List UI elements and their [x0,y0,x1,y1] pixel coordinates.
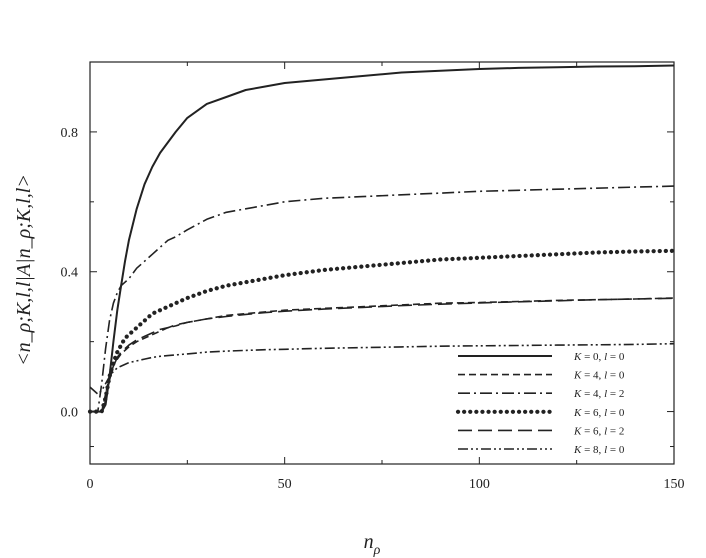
legend-label-part: = 8, [581,444,604,456]
legend-label-part: l [604,407,607,419]
legend-label-part: K [573,370,582,382]
legend-label-part: K [573,351,582,363]
x-tick-label: 150 [664,477,685,492]
legend-label-part: = 0 [607,407,625,419]
legend-label-part: = 2 [607,425,624,437]
legend-label-part: = 4, [581,388,604,400]
legend-label-part: = 4, [581,370,604,382]
x-tick-label: 50 [278,477,292,492]
legend-label-part: l [604,370,607,382]
x-tick-label: 0 [87,477,94,492]
legend-label-part: K [573,407,582,419]
legend-label-part: l [604,351,607,363]
legend-label-1: K = 0, l = 0 [573,351,625,363]
legend-label-6: K = 8, l = 0 [573,444,625,456]
legend-label-part: K [573,388,582,400]
series-line-5 [90,297,675,413]
axis-labels: nρ <n_ρ;K,l,l|A|n_ρ;K,l,l> [13,174,381,558]
legend-label-part: K [573,425,582,437]
legend-label-4: K = 6, l = 0 [573,407,625,419]
legend-label-part: l [604,444,607,456]
legend-label-part: = 6, [581,407,604,419]
series-lines [87,64,677,414]
legend-label-part: l [604,425,607,437]
legend-label-part: l [604,388,607,400]
series-line-4 [87,248,677,414]
legend-label-part: K [573,444,582,456]
plot-border [89,61,675,465]
x-axis-title-sub: ρ [373,543,381,558]
y-tick-label: 0.4 [61,266,79,281]
series-line-3 [90,185,675,413]
legend-label-part: = 6, [581,425,604,437]
legend-label-part: = 0 [607,370,625,382]
x-tick-label: 100 [469,477,490,492]
axis-ticks: 0 50 100 150 0.0 0.4 0.8 [61,62,685,492]
legend-label-5: K = 6, l = 2 [573,425,624,437]
y-axis-title: <n_ρ;K,l,l|A|n_ρ;K,l,l> [13,174,35,366]
plot-frame [89,61,675,465]
legend-label-part: = 0, [581,351,604,363]
legend-label-2: K = 4, l = 0 [573,370,625,382]
y-tick-label: 0.0 [61,406,79,421]
legend-label-part: = 0 [607,351,625,363]
series-line-1 [90,64,675,413]
x-axis-title-main: n [364,531,374,553]
legend-label-part: = 2 [607,388,624,400]
legend: K = 0, l = 0K = 4, l = 0K = 4, l = 2K = … [455,351,625,456]
legend-label-3: K = 4, l = 2 [573,388,624,400]
x-axis-title: nρ [364,531,381,558]
y-tick-label: 0.8 [61,126,79,141]
legend-label-part: = 0 [607,444,625,456]
